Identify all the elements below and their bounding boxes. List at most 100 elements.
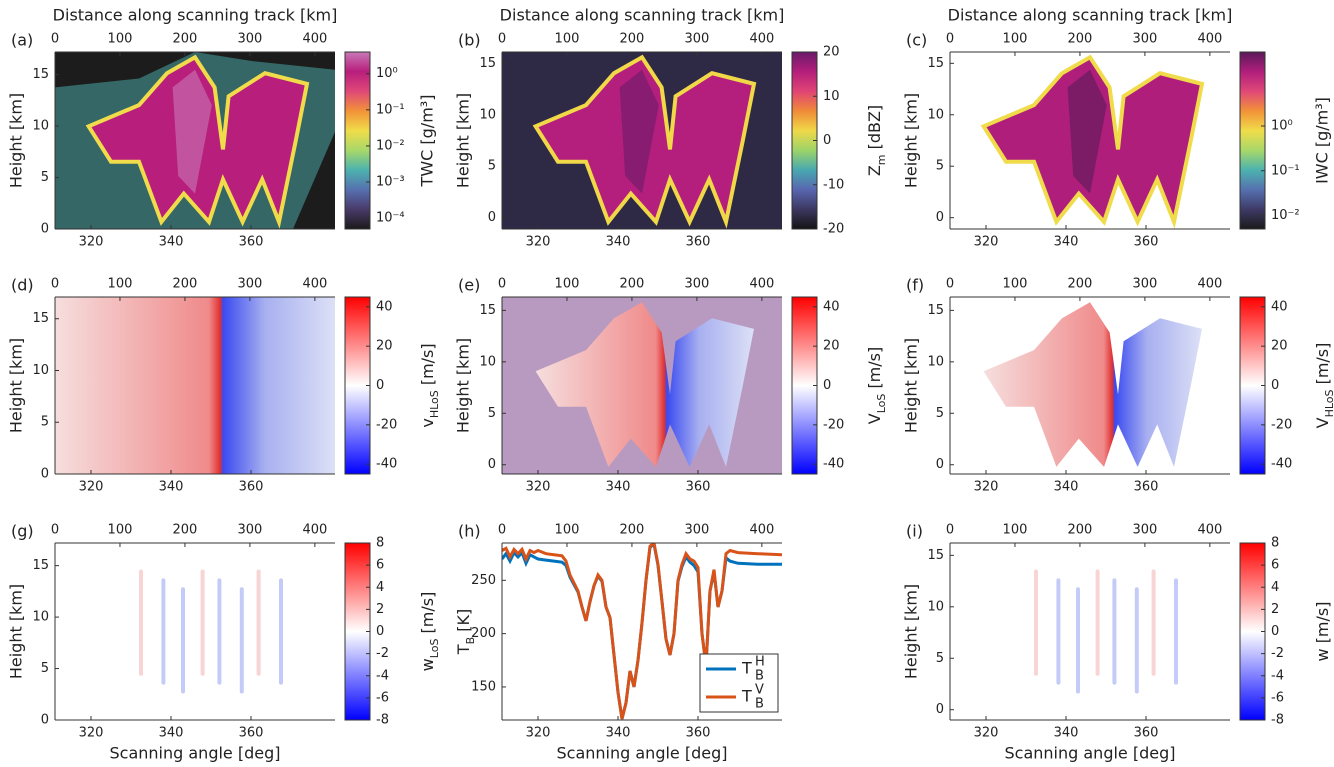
heatmap-background [55, 543, 335, 720]
y-tick-label: 0 [41, 467, 49, 482]
heatmap-field [1034, 569, 1038, 676]
heatmap-field [619, 69, 659, 194]
y-axis-title: TB [K] [454, 609, 477, 655]
colorbar-tick-label: 4 [1271, 580, 1279, 595]
heatmap-field [1151, 569, 1156, 676]
colorbar-tick-label: 10⁻² [376, 138, 405, 153]
colorbar-tick-label: -8 [376, 713, 389, 728]
colorbar-tick-label: 0 [823, 133, 831, 148]
x2-tick-label: 0 [946, 523, 954, 538]
x2-tick-label: 300 [684, 277, 709, 292]
y-tick-label: 5 [936, 406, 944, 421]
x2-tick-label: 200 [173, 277, 198, 292]
y-tick-label: 15 [32, 558, 49, 573]
heatmap-field [279, 578, 283, 685]
x2-tick-label: 200 [1068, 523, 1093, 538]
colorbar-tick-label: -40 [823, 457, 844, 472]
colorbar-tick-label: 20 [1271, 339, 1288, 354]
colorbar-tick-label: -4 [1271, 668, 1284, 683]
x2-tick-label: 200 [1068, 32, 1093, 47]
y-axis-title-part: [K] [454, 609, 473, 637]
y-axis-title-part: T [454, 644, 473, 655]
y-tick-label: 15 [927, 303, 944, 318]
y-axis-title: Height [km] [454, 338, 473, 433]
colorbar-tick-label: -20 [823, 222, 844, 237]
x2-tick-label: 200 [620, 277, 645, 292]
y-tick-label: 10 [32, 610, 49, 625]
colorbar-label-part: V [1313, 417, 1332, 428]
x2-tick-label: 100 [108, 32, 133, 47]
x2-tick-label: 0 [51, 523, 59, 538]
panel-label: (g) [11, 522, 34, 541]
heatmap-field [172, 69, 212, 194]
x-tick-label: 340 [606, 726, 631, 741]
x2-tick-label: 400 [1197, 32, 1222, 47]
legend [699, 653, 779, 713]
colorbar-label-sub: m [875, 154, 888, 165]
y-tick-label: 15 [927, 548, 944, 563]
y-axis-title-sub: B [464, 637, 477, 645]
plot-area [502, 52, 782, 229]
colorbar-label-part: w [1313, 648, 1332, 661]
y-tick-label: 10 [32, 363, 49, 378]
x2-tick-label: 100 [108, 277, 133, 292]
y-tick-label: 0 [936, 210, 944, 225]
panel-label: (e) [458, 276, 480, 295]
colorbar-tick-label: 20 [376, 339, 393, 354]
colorbar-label-part: [m/s] [418, 592, 437, 639]
heatmap-field [983, 302, 1202, 467]
colorbar-tick-label: 40 [1271, 299, 1288, 314]
colorbar-tick-label: 10⁻² [1271, 208, 1300, 223]
plot-area [950, 543, 1230, 720]
panel-label: (b) [458, 31, 481, 50]
x-tick-label: 340 [1054, 480, 1079, 495]
x-tick-label: 340 [606, 480, 631, 495]
colorbar-label: VHLoS [m/s] [1313, 343, 1334, 429]
y-tick-label: 150 [471, 679, 496, 694]
y-tick-label: 0 [488, 457, 496, 472]
legend-label-sup: H [755, 655, 765, 670]
colorbar-tick-label: 10⁰ [376, 66, 398, 81]
colorbar-tick-label: 0 [823, 378, 831, 393]
x2-tick-label: 200 [173, 32, 198, 47]
x2-tick-label: 400 [749, 523, 774, 538]
colorbar-label-part: V [865, 413, 884, 424]
x-tick-label: 340 [159, 726, 184, 741]
colorbar-label: vHLoS [m/s] [418, 343, 441, 427]
colorbar [344, 51, 371, 230]
y-tick-label: 5 [936, 651, 944, 666]
x-tick-label: 320 [79, 726, 104, 741]
colorbar-label-sub: HLoS [1323, 389, 1334, 417]
colorbar [1239, 542, 1266, 721]
x-tick-label: 320 [974, 235, 999, 250]
x-tick-label: 360 [686, 726, 711, 741]
y-tick-label: 0 [41, 713, 49, 728]
x2-tick-label: 300 [1132, 523, 1157, 538]
colorbar-tick-label: -20 [376, 417, 397, 432]
x2-tick-label: 400 [1197, 523, 1222, 538]
x2-tick-label: 0 [51, 277, 59, 292]
colorbar-tick-label: 2 [376, 602, 384, 617]
x-tick-label: 340 [1054, 235, 1079, 250]
colorbar-tick-label: 40 [376, 299, 393, 314]
x2-axis-title: Distance along scanning track [km] [500, 6, 785, 25]
x2-tick-label: 400 [1197, 277, 1222, 292]
colorbar-tick-label: 6 [1271, 558, 1279, 573]
x2-tick-label: 300 [684, 32, 709, 47]
x-tick-label: 320 [79, 480, 104, 495]
x-tick-label: 320 [526, 726, 551, 741]
heatmap-field [1095, 569, 1100, 676]
x2-tick-label: 100 [555, 277, 580, 292]
plot-area [55, 543, 335, 720]
x2-tick-label: 400 [302, 32, 327, 47]
colorbar [344, 296, 371, 475]
y-tick-label: 5 [41, 661, 49, 676]
x2-tick-label: 0 [51, 32, 59, 47]
x-tick-label: 320 [526, 235, 551, 250]
colorbar-tick-label: 0 [376, 378, 384, 393]
x2-tick-label: 200 [620, 32, 645, 47]
x-tick-label: 340 [159, 235, 184, 250]
heatmap-field [1067, 69, 1107, 194]
x2-tick-label: 300 [1132, 32, 1157, 47]
